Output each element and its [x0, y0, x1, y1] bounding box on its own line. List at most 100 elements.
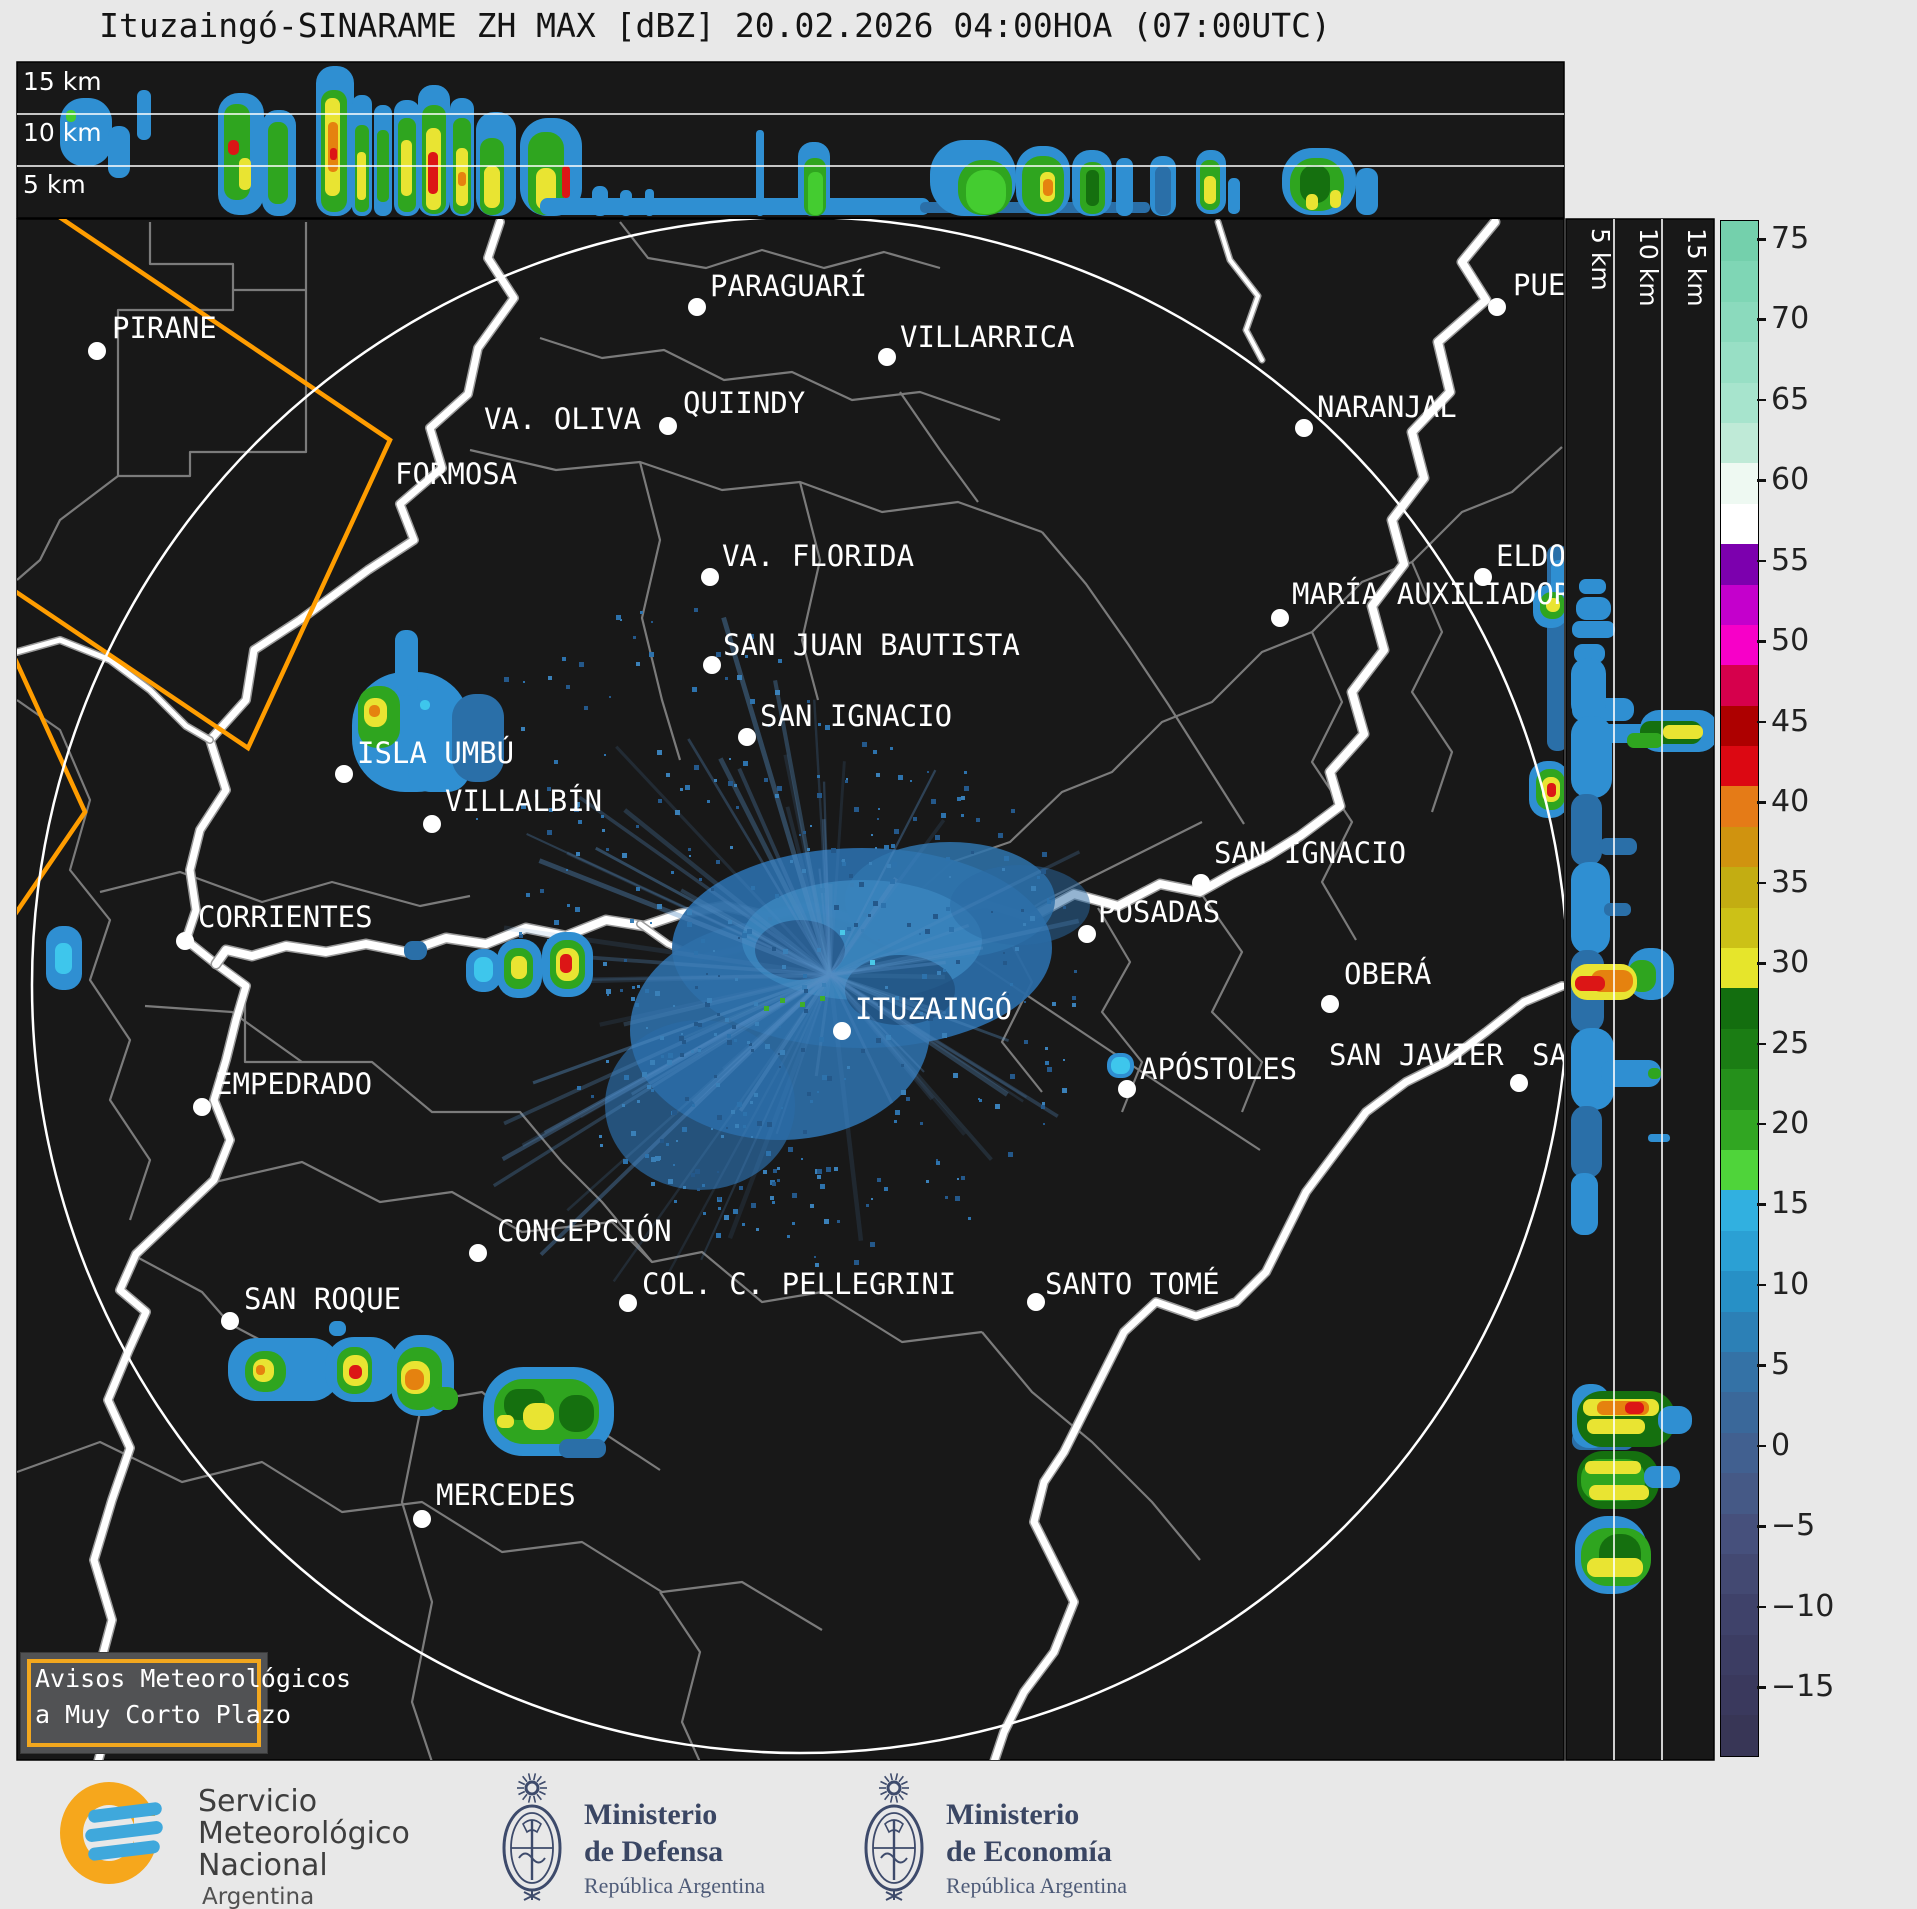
- echo-speckle: [730, 846, 733, 849]
- colorbar-band: [1721, 503, 1758, 545]
- colorbar-band: [1721, 261, 1758, 302]
- clutter-speck: [764, 1006, 769, 1011]
- right-alt-label: 15 km: [1682, 228, 1711, 307]
- echo-speckle: [892, 862, 897, 867]
- echo-speckle: [743, 1125, 746, 1128]
- radar-echo: [108, 126, 130, 178]
- echo-speckle: [751, 1049, 754, 1052]
- river: [90, 219, 518, 1760]
- top-alt-label: 15 km: [23, 67, 102, 96]
- echo-speckle: [699, 878, 702, 881]
- city-label-va-oliva: VA. OLIVA: [484, 402, 641, 436]
- admin-boundary: [214, 1160, 653, 1263]
- clutter-ray: [526, 833, 831, 976]
- echo-speckle: [810, 825, 812, 827]
- echo-speckle: [749, 634, 754, 639]
- echo-speckle: [637, 985, 640, 988]
- radar-echo: [404, 941, 427, 960]
- admin-boundary: [17, 699, 152, 1221]
- right-alt-label: 5 km: [1586, 228, 1615, 291]
- echo-speckle: [727, 1040, 732, 1045]
- echo-speckle: [735, 978, 738, 981]
- echo-speckle: [777, 1167, 780, 1170]
- echo-speckle: [547, 787, 551, 791]
- clutter-blob: [755, 920, 845, 980]
- echo-speckle: [1011, 809, 1015, 813]
- echo-speckle: [606, 848, 609, 851]
- clutter-ray: [829, 974, 1028, 1099]
- echo-speckle: [1037, 876, 1040, 879]
- clutter-ray: [828, 974, 894, 1105]
- echo-speckle: [871, 834, 873, 836]
- echo-speckle: [775, 894, 779, 898]
- avisos-orange-border: [27, 1659, 261, 1747]
- echo-speckle: [738, 937, 740, 939]
- echo-speckle: [873, 750, 877, 754]
- colorbar-band: [1721, 826, 1758, 868]
- clutter-ray: [555, 972, 831, 985]
- clutter-ray: [829, 973, 1024, 1103]
- echo-speckle: [919, 933, 921, 935]
- radar-echo: [1585, 1461, 1641, 1474]
- echo-speckle: [685, 1097, 689, 1101]
- echo-speckle: [770, 1196, 774, 1200]
- river: [17, 637, 213, 743]
- echo-speckle: [949, 876, 951, 878]
- radar-echo: [1663, 725, 1703, 739]
- clutter-ray: [775, 974, 832, 1135]
- colorbar-band: [1721, 1715, 1758, 1756]
- colorbar-band: [1721, 746, 1758, 787]
- echo-speckle: [859, 882, 864, 887]
- admin-boundary: [400, 1401, 434, 1760]
- echo-speckle: [946, 857, 950, 861]
- echo-speckle: [849, 874, 853, 878]
- echo-speckle: [957, 1178, 959, 1180]
- radar-echo: [559, 1395, 594, 1432]
- echo-speckle: [576, 852, 580, 856]
- echo-speckle: [895, 1110, 900, 1115]
- echo-speckle: [953, 1073, 958, 1078]
- colorbar-band: [1721, 988, 1758, 1029]
- clutter-ray: [612, 974, 831, 1283]
- clutter-ray: [829, 973, 929, 1019]
- radar-echo: [1658, 1406, 1692, 1434]
- echo-speckle: [873, 901, 878, 906]
- echo-speckle: [935, 835, 940, 840]
- colorbar-band: [1721, 1109, 1758, 1150]
- echo-speckle: [651, 1157, 656, 1162]
- echo-speckle: [894, 829, 899, 834]
- echo-speckle: [1003, 961, 1007, 965]
- echo-speckle: [1023, 923, 1026, 926]
- echo-speckle: [632, 986, 635, 989]
- echo-speckle: [705, 1002, 710, 1007]
- echo-speckle: [928, 1016, 933, 1021]
- city-label-col-c-pellegrini: COL. C. PELLEGRINI: [642, 1267, 956, 1301]
- clutter-ray: [829, 973, 947, 1015]
- radar-echo: [1572, 621, 1615, 638]
- radar-echo: [1575, 976, 1605, 991]
- admin-boundary: [99, 870, 471, 908]
- echo-speckle: [881, 903, 886, 908]
- echo-speckle: [476, 818, 478, 820]
- echo-speckle: [660, 1036, 664, 1040]
- echo-speckle: [756, 1228, 759, 1231]
- echo-speckle: [1041, 869, 1046, 874]
- echo-speckle: [788, 1147, 793, 1152]
- colorbar-tick-label: 65: [1771, 381, 1810, 417]
- echo-speckle: [579, 662, 584, 667]
- colorbar-band: [1721, 342, 1758, 383]
- echo-speckle: [695, 1169, 700, 1174]
- radar-echo: [966, 170, 1006, 214]
- echo-speckle: [567, 904, 570, 907]
- radar-echo: [592, 186, 608, 216]
- echo-speckle: [651, 621, 653, 623]
- echo-speckle: [976, 818, 980, 822]
- echo-speckle: [750, 1101, 753, 1104]
- echo-speckle: [824, 1219, 829, 1224]
- clutter-ray: [822, 781, 832, 976]
- admin-boundary: [981, 1331, 1201, 1561]
- city-label-ituzaingo: ITUZAINGÓ: [855, 992, 1012, 1026]
- echo-speckle: [910, 780, 912, 782]
- echo-speckle: [772, 1201, 775, 1204]
- radar-echo: [458, 172, 466, 186]
